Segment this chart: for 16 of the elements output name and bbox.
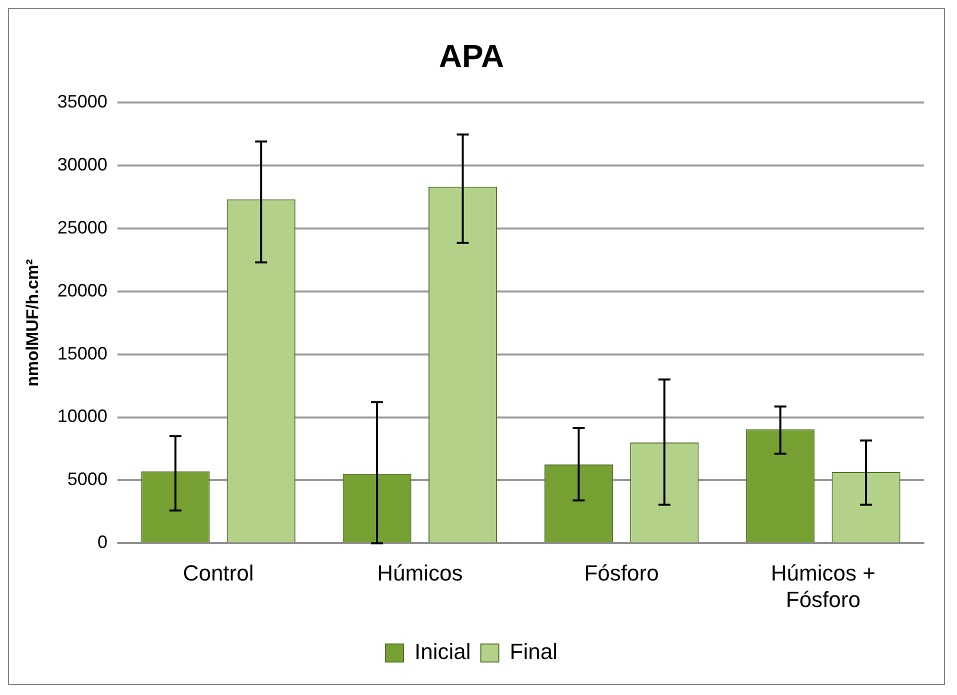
chart-title: APA <box>438 38 504 74</box>
x-tick-label: Húmicos <box>377 560 463 586</box>
x-tick-label: Húmicos + Fósforo <box>770 560 876 612</box>
y-tick-label: 0 <box>97 532 108 552</box>
x-tick-label: Control <box>182 560 254 586</box>
y-tick-label: 25000 <box>57 217 108 238</box>
y-axis-title: nmolMUF/h.cm² <box>22 258 42 387</box>
y-tick-label: 5000 <box>67 469 108 490</box>
y-tick-label: 20000 <box>57 280 108 300</box>
y-tick-label: 30000 <box>57 154 108 174</box>
legend-label: Inicial <box>414 639 471 664</box>
y-tick-label: 10000 <box>57 406 108 426</box>
y-tick-label: 35000 <box>57 91 108 112</box>
x-tick-label: Fósforo <box>584 560 659 586</box>
legend-label: Final <box>510 639 558 664</box>
y-tick-label: 15000 <box>57 343 108 364</box>
